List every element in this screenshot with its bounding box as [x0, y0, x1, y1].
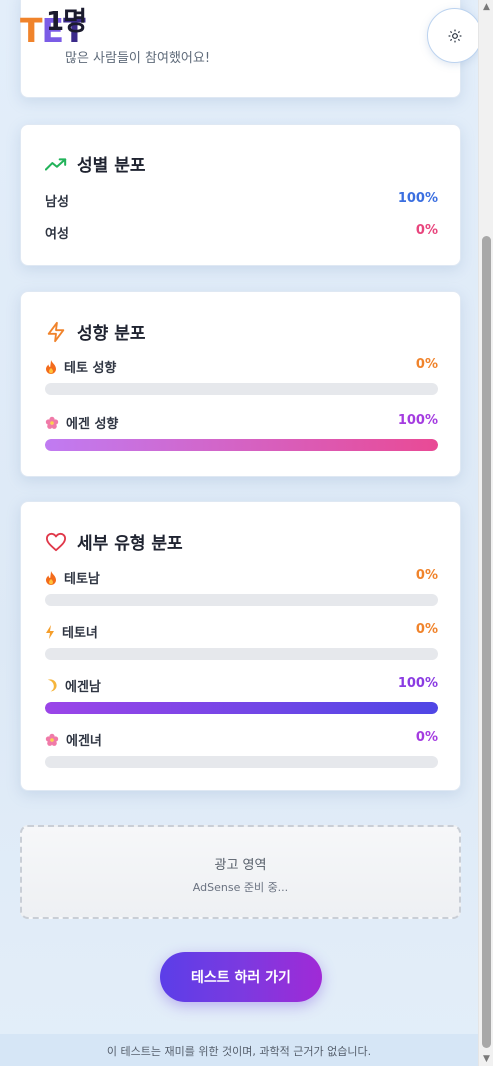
participants-card: 많은 사람들이 참여했어요! [20, 0, 478, 98]
logo[interactable]: TET [20, 11, 86, 50]
detail-progress-bar [45, 648, 438, 660]
gender-value: 100% [397, 191, 438, 206]
detail-row-label: 테토녀 [45, 622, 98, 641]
tendency-progress-bar [45, 439, 438, 451]
gender-label: 여성 [45, 227, 69, 242]
page: 많은 사람들이 참여했어요! TET 1명 성별 분포 남성 100% [0, 0, 478, 1066]
trending-up-icon [45, 157, 67, 171]
ad-placeholder: 광고 영역 AdSense 준비 중... [20, 825, 461, 919]
scroll-down-arrow-icon[interactable]: ▼ [483, 1054, 490, 1064]
fire-icon [45, 570, 57, 585]
moon-icon [45, 679, 58, 692]
gender-row-male: 남성 100% [45, 191, 438, 210]
tendency-row-value: 100% [397, 413, 438, 428]
scroll-up-arrow-icon[interactable]: ▲ [483, 2, 490, 12]
tendency-progress-bar [45, 383, 438, 395]
tendency-title-text: 성향 분포 [77, 324, 146, 344]
fire-icon [45, 359, 57, 374]
tendency-distribution-card: 성향 분포 테토 성향 0% 에겐 성향 100% [20, 291, 461, 477]
logo-letter-t: T [20, 11, 42, 50]
tendency-row-label-text: 테토 성향 [64, 361, 117, 376]
detail-row-label: 에겐남 [45, 676, 101, 695]
gender-row-female: 여성 0% [45, 223, 438, 242]
disclaimer-footer: 이 테스트는 재미를 위한 것이며, 과학적 근거가 없습니다. [0, 1034, 478, 1066]
gender-card-title: 성별 분포 [45, 151, 145, 176]
detail-row-value: 100% [397, 676, 438, 691]
tendency-row-label: 테토 성향 [45, 357, 116, 376]
detail-row-label-text: 테토남 [64, 572, 100, 587]
logo-letter-t2: T [63, 11, 85, 50]
heart-icon [46, 532, 66, 551]
detail-row: 에겐남 100% [45, 676, 438, 695]
lightning-icon [47, 321, 65, 342]
detail-row: 테토녀 0% [45, 622, 438, 641]
sun-icon [448, 29, 461, 42]
participants-text: 많은 사람들이 참여했어요! [65, 51, 211, 66]
tendency-progress-fill [45, 439, 438, 451]
bolt-small-icon [45, 624, 55, 639]
flower-icon [45, 733, 59, 747]
scrollbar-thumb[interactable] [482, 236, 491, 1048]
detail-progress-bar [45, 756, 438, 768]
detail-progress-bar [45, 594, 438, 606]
participant-count: 1명 [46, 7, 87, 37]
logo-letter-e: E [41, 11, 65, 50]
tendency-card-title: 성향 분포 [45, 319, 145, 344]
tendency-row-value: 0% [415, 357, 438, 372]
detail-row-value: 0% [415, 622, 438, 637]
detail-row-value: 0% [415, 730, 438, 745]
detail-type-distribution-card: 세부 유형 분포 테토남 0% 테토녀 0% 에겐남 100% 에겐녀 0% [20, 501, 461, 791]
detail-row-label-text: 테토녀 [62, 626, 98, 641]
theme-toggle-button[interactable] [427, 8, 478, 63]
flower-icon [45, 416, 59, 430]
ad-subtitle: AdSense 준비 중... [192, 881, 289, 894]
detail-row: 에겐녀 0% [45, 730, 438, 749]
tendency-row: 에겐 성향 100% [45, 413, 438, 432]
tendency-row: 테토 성향 0% [45, 357, 438, 376]
take-test-button[interactable]: 테스트 하러 가기 [160, 952, 322, 1002]
tendency-row-label: 에겐 성향 [45, 413, 118, 432]
detail-row-value: 0% [415, 568, 438, 583]
detail-title-text: 세부 유형 분포 [77, 534, 183, 554]
gender-label: 남성 [45, 195, 69, 210]
detail-card-title: 세부 유형 분포 [45, 529, 183, 554]
gender-value: 0% [415, 223, 438, 238]
detail-row-label-text: 에겐녀 [66, 734, 102, 749]
detail-progress-fill [45, 702, 438, 714]
gender-distribution-card: 성별 분포 남성 100% 여성 0% [20, 124, 461, 266]
detail-progress-bar [45, 702, 438, 714]
scrollbar[interactable]: ▲ ▼ [478, 0, 493, 1066]
detail-row: 테토남 0% [45, 568, 438, 587]
tendency-row-label-text: 에겐 성향 [66, 417, 119, 432]
gender-title-text: 성별 분포 [77, 156, 146, 176]
detail-row-label-text: 에겐남 [65, 680, 101, 695]
detail-row-label: 에겐녀 [45, 730, 102, 749]
detail-row-label: 테토남 [45, 568, 100, 587]
ad-title: 광고 영역 [214, 858, 267, 873]
